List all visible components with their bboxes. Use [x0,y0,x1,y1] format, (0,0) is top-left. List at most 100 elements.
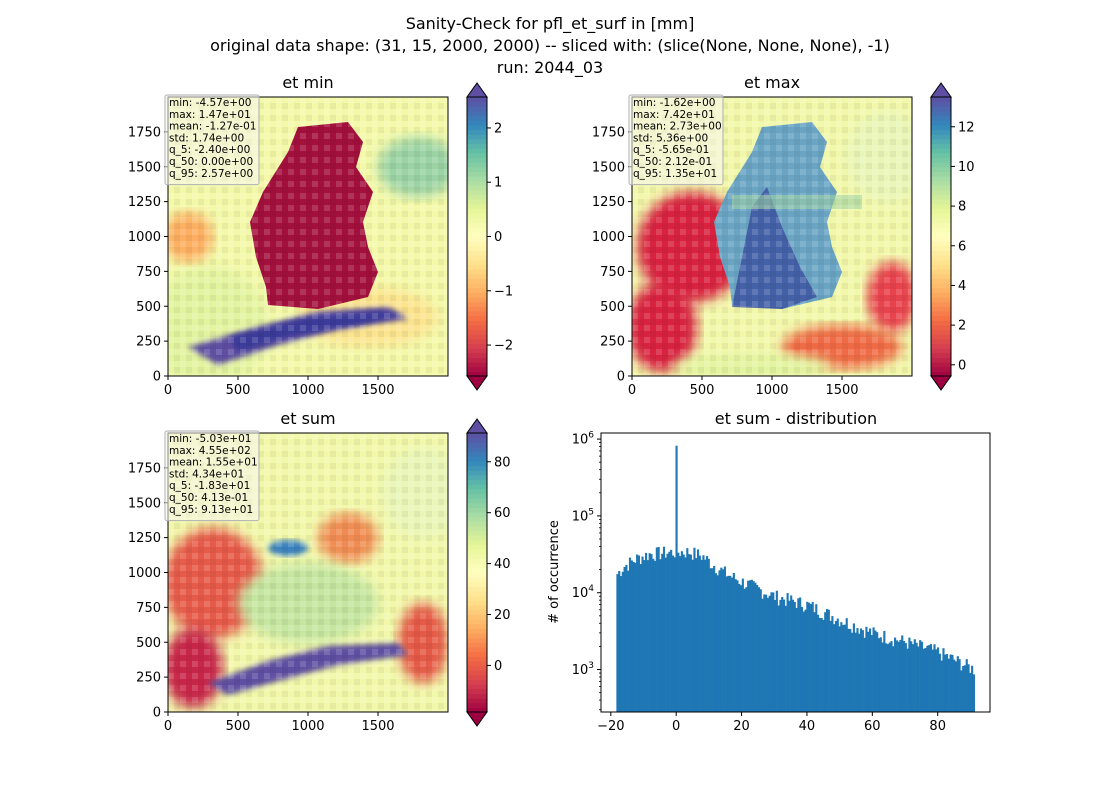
colorbar-segment [467,324,487,331]
histogram-bar [902,641,906,712]
histogram-bar [879,637,882,712]
histogram-bar [815,604,818,712]
x-tick-label: 1000 [291,719,324,734]
colorbar-segment [467,329,487,335]
colorbar-tick-label: 4 [958,279,966,294]
histogram-bar [856,628,859,712]
colorbar-segment [467,539,487,546]
histogram-bar [953,659,956,712]
histogram-bar [834,621,838,712]
histogram-bar [888,642,891,712]
histogram-bar [777,605,780,712]
colorbar-tick-label: 0 [494,230,502,245]
colorbar-tick-label: 0 [958,358,966,373]
histogram-bar [820,617,823,712]
histogram-bar [711,568,714,712]
histogram-bar [793,601,796,712]
histogram-bar [748,580,752,712]
colorbar-segment [467,124,487,131]
y-tick-label: 1250 [592,195,625,210]
colorbar-segment [467,110,487,117]
histogram-bar [799,597,802,712]
histogram-bar [842,624,845,712]
histogram-bar [716,575,719,712]
colorbar-segment [467,437,487,443]
histogram-bar [754,582,757,712]
colorbar-segment [931,329,951,335]
histogram-bar [693,547,696,712]
colorbar-segment [467,605,487,611]
colorbar-segment [467,334,487,340]
colorbar-segment [467,273,487,279]
colorbar-segment [931,371,951,377]
colorbar-segment [931,106,951,112]
histogram-bar [679,556,682,712]
histogram-bar [931,649,934,712]
histogram-bar [945,654,949,712]
colorbar-segment [467,366,487,372]
colorbar-segment [931,162,951,168]
colorbar-segment [467,516,487,522]
histogram-bar [619,576,623,712]
y-tick-label: 1750 [128,125,161,140]
x-tick-label: −20 [597,719,624,734]
colorbar-segment [931,180,951,186]
colorbar-segment [467,470,487,476]
histogram-bar [845,618,848,712]
y-tick-label: 1250 [128,531,161,546]
colorbar-tick-label: 60 [494,506,511,521]
histogram-bar [928,645,931,712]
colorbar-segment [467,535,487,541]
histogram-bar [911,644,915,712]
stats-line: mean: -1.27e-01 [169,121,256,133]
colorbar-segment [467,623,487,629]
colorbar-segment [467,512,487,518]
colorbar-tick-label: −1 [494,284,513,299]
histogram-bar [899,639,902,712]
histogram-bar [630,560,633,712]
colorbar-tick-label: 1 [494,176,502,191]
colorbar-segment [467,208,487,214]
histogram-bar [738,583,741,712]
colorbar-segment [931,259,951,265]
colorbar-segment [467,362,487,368]
colorbar-segment [467,642,487,648]
colorbar-segment [931,213,951,219]
colorbar-segment [467,310,487,317]
histogram-bar [965,659,968,712]
colorbar-segment [467,120,487,126]
figure-title-line-2: original data shape: (31, 15, 2000, 2000… [210,36,890,55]
histogram-bar [739,585,743,712]
histogram-bar [935,649,938,712]
histogram-bar [684,557,687,712]
y-tick-label: 500 [600,300,625,315]
colorbar-segment [467,460,487,467]
et-max-colorbar: 0 2 4 6 8 10 12 [930,82,975,391]
histogram-bar [732,572,735,712]
histogram-bar [833,624,836,712]
colorbar-segment [467,479,487,485]
panel-et-sum-distribution: et sum - distribution −20 0 20 40 60 80 103 104… [547,409,991,734]
histogram-bar [720,567,723,712]
y-tick-label: 1000 [128,566,161,581]
colorbar-tick-label: 40 [494,557,511,572]
y-tick-label: 250 [136,671,161,686]
histogram-bar [666,553,669,712]
colorbar-segment [931,138,951,145]
x-tick-label: 0 [164,383,172,398]
y-tick-label: 1250 [128,195,161,210]
histogram-bar [743,588,746,712]
colorbar-extend-max [466,82,488,98]
histogram-bar [917,646,920,712]
histogram-bar [763,594,766,712]
histogram-bar [818,617,821,712]
histogram-bar [770,592,773,712]
stats-line: max: 7.42e+01 [633,109,715,121]
panel-et-min: et min 0 500 1000 1500 0 250 500 750 1000 1250 150… [128,73,513,398]
histogram-bar [657,546,660,712]
histogram-bar [618,571,621,712]
x-tick-label: 40 [799,719,816,734]
histogram-bar [892,646,895,712]
histogram-bar [745,587,748,712]
colorbar-segment [467,693,487,699]
